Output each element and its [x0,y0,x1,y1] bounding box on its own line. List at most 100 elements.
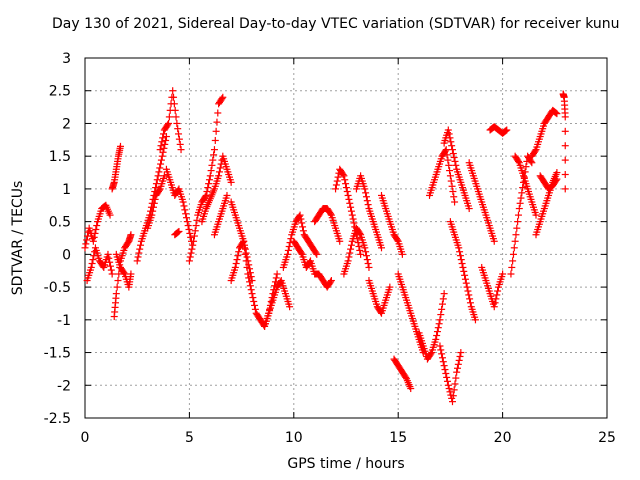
data-point [514,211,522,219]
data-point [439,295,447,303]
data-point [108,270,116,278]
data-point [490,237,498,245]
data-point [531,147,539,155]
data-point [450,193,458,201]
x-tick-label: 0 [81,430,90,446]
data-point [235,248,243,256]
data-point [490,303,498,311]
data-point [93,222,101,230]
data-point [355,243,363,251]
data-point [192,222,200,230]
data-point [297,215,305,223]
data-point [137,241,145,249]
data-point [89,256,97,264]
grid-lines [85,58,607,418]
data-point [444,156,452,164]
data-point [207,167,215,175]
data-point [251,305,259,313]
data-point [349,215,357,223]
data-point [182,214,190,222]
data-point [456,248,464,256]
data-point [336,237,344,245]
data-point [362,248,370,256]
data-point [509,250,517,258]
data-point [148,211,156,219]
data-point [451,157,459,165]
data-point [233,256,241,264]
data-point [183,218,191,226]
data-point [188,245,196,253]
data-point [516,199,524,207]
data-point [298,219,306,227]
data-point [243,253,251,261]
data-point [185,225,193,233]
data-point [327,277,335,285]
data-point [393,236,401,244]
data-point [209,156,217,164]
data-point [342,180,350,188]
data-point [466,295,474,303]
data-point [112,290,120,298]
data-point [247,273,255,281]
data-point [227,178,235,186]
data-point [377,308,385,316]
data-point [332,181,340,189]
y-tick-label: 2.5 [49,84,71,100]
data-point [231,263,239,271]
data-point [210,146,218,154]
data-point [177,146,185,154]
data-point [164,121,172,129]
y-tick-label: -1 [57,313,71,329]
data-point [435,320,443,328]
y-tick-label: 2 [62,116,71,132]
y-axis-label: SDTVAR / TECUs [10,180,26,296]
data-point [340,172,348,180]
plot-frame [84,57,608,419]
data-point [175,130,183,138]
data-point [461,275,469,283]
x-tick-label: 5 [185,430,194,446]
y-tick-label: 0.5 [49,215,71,231]
data-point [509,257,517,265]
data-point [92,225,100,233]
data-point [179,198,187,206]
data-point [346,249,354,257]
data-point [160,172,168,180]
data-point [157,160,165,168]
data-point [241,245,249,253]
axis-ticks: 0 5 10 15 20 25 -2.5 -2 -1.5 -1 -0.5 0 0.5 1 1.5 2 2.5 3 [44,51,616,446]
x-axis-label: GPS time / hours [287,456,405,472]
data-point [149,203,157,211]
data-point [136,245,144,253]
data-point [248,290,256,298]
data-point [551,108,559,116]
data-point [345,253,353,261]
data-point [532,211,540,219]
data-point [165,113,173,121]
data-point [182,210,190,218]
data-point [456,252,464,260]
data-point [446,172,454,180]
data-point [343,188,351,196]
data-point [327,278,335,286]
data-point [512,231,520,239]
data-point [561,156,569,164]
data-point [202,191,210,199]
data-point [448,398,456,406]
data-point [113,283,121,291]
data-point [276,278,284,286]
y-tick-label: -2 [57,378,71,394]
data-point [552,109,560,117]
data-point [176,140,184,148]
data-point [553,169,561,177]
data-point [152,184,160,192]
data-point [218,95,226,103]
data-point [187,249,195,257]
data-point [175,227,183,235]
data-point [90,233,98,241]
data-point [191,227,199,235]
data-point [515,205,523,213]
data-point [457,349,465,357]
data-point [215,168,223,176]
data-point [362,193,370,201]
